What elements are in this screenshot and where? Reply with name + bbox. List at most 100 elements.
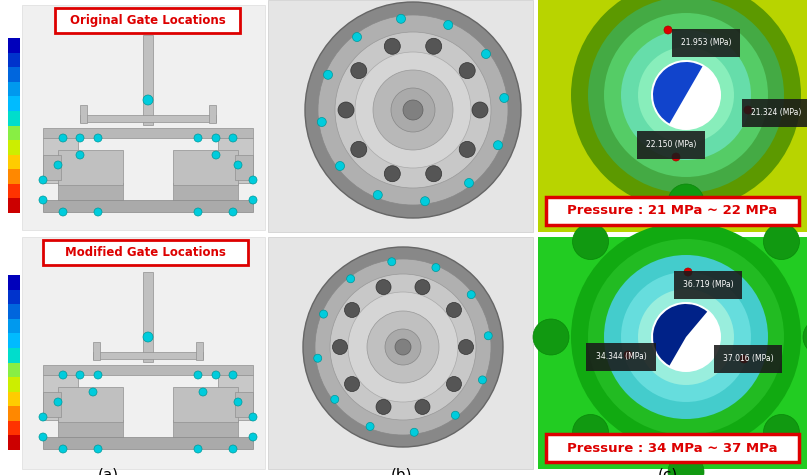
Bar: [58, 150, 123, 185]
Circle shape: [234, 161, 242, 169]
Circle shape: [376, 399, 391, 414]
Circle shape: [94, 208, 102, 216]
Bar: [43, 392, 61, 417]
Circle shape: [638, 289, 734, 385]
Bar: [93, 352, 203, 359]
Bar: [218, 375, 253, 420]
Circle shape: [305, 2, 521, 218]
Circle shape: [571, 222, 801, 452]
Circle shape: [426, 166, 441, 182]
Circle shape: [459, 142, 475, 157]
Circle shape: [374, 190, 383, 200]
Bar: [538, 237, 807, 469]
Text: Modified Gate Locations: Modified Gate Locations: [65, 246, 226, 259]
Circle shape: [229, 208, 237, 216]
Circle shape: [444, 20, 453, 29]
Circle shape: [451, 411, 459, 419]
Bar: [22, 237, 265, 469]
Bar: [143, 272, 153, 362]
Text: (a): (a): [98, 467, 119, 475]
Circle shape: [672, 153, 680, 161]
Bar: [80, 115, 216, 122]
Circle shape: [651, 302, 721, 372]
Bar: [8, 348, 20, 362]
Text: 21.324 (MPa): 21.324 (MPa): [751, 108, 801, 117]
Circle shape: [89, 388, 97, 396]
Circle shape: [403, 100, 423, 120]
Circle shape: [684, 268, 692, 276]
Circle shape: [303, 247, 503, 447]
Circle shape: [59, 445, 67, 453]
Bar: [43, 138, 78, 183]
Text: Original Gate Locations: Original Gate Locations: [69, 14, 225, 27]
Bar: [8, 67, 20, 82]
Bar: [22, 5, 265, 230]
Text: Pressure : 21 MPa ~ 22 MPa: Pressure : 21 MPa ~ 22 MPa: [567, 205, 778, 218]
Circle shape: [320, 310, 328, 318]
Circle shape: [395, 339, 411, 355]
Circle shape: [39, 413, 47, 421]
Circle shape: [351, 142, 367, 157]
Circle shape: [459, 63, 475, 79]
Circle shape: [410, 428, 418, 436]
Bar: [546, 434, 799, 462]
Circle shape: [604, 13, 768, 177]
Circle shape: [373, 70, 453, 150]
Bar: [8, 155, 20, 169]
Circle shape: [638, 47, 734, 143]
Bar: [8, 392, 20, 406]
Circle shape: [249, 413, 257, 421]
Circle shape: [588, 239, 784, 435]
Circle shape: [330, 274, 476, 420]
Text: 34.344 (MPa): 34.344 (MPa): [596, 352, 646, 361]
Circle shape: [317, 117, 326, 126]
Circle shape: [572, 415, 608, 450]
Circle shape: [331, 395, 339, 403]
Circle shape: [143, 95, 153, 105]
Circle shape: [388, 258, 395, 266]
Circle shape: [500, 94, 508, 103]
Circle shape: [76, 151, 84, 159]
Circle shape: [76, 371, 84, 379]
Bar: [8, 436, 20, 450]
Text: (c): (c): [658, 467, 678, 475]
Text: 21.953 (MPa): 21.953 (MPa): [681, 38, 731, 48]
Bar: [173, 420, 238, 438]
Circle shape: [533, 319, 569, 355]
Circle shape: [338, 102, 354, 118]
Circle shape: [624, 351, 632, 359]
Circle shape: [348, 292, 458, 402]
Bar: [8, 140, 20, 155]
Circle shape: [572, 224, 608, 259]
Bar: [235, 155, 253, 180]
Text: 37.016 (MPa): 37.016 (MPa): [723, 354, 773, 363]
Bar: [43, 375, 78, 420]
Bar: [8, 199, 20, 213]
Wedge shape: [653, 304, 707, 366]
Circle shape: [229, 445, 237, 453]
Circle shape: [384, 166, 400, 182]
Bar: [93, 342, 100, 360]
Circle shape: [571, 0, 801, 210]
Bar: [0, 0, 265, 232]
Circle shape: [59, 208, 67, 216]
Bar: [173, 150, 238, 185]
Bar: [80, 105, 87, 123]
Circle shape: [385, 329, 421, 365]
Circle shape: [143, 332, 153, 342]
Circle shape: [347, 275, 354, 283]
Circle shape: [54, 398, 62, 406]
Bar: [43, 437, 253, 449]
Bar: [173, 183, 238, 201]
Circle shape: [59, 134, 67, 142]
Bar: [8, 406, 20, 421]
Circle shape: [212, 371, 220, 379]
Text: (b): (b): [391, 467, 412, 475]
Circle shape: [39, 196, 47, 204]
Circle shape: [465, 179, 474, 188]
Circle shape: [472, 102, 488, 118]
Text: 22.150 (MPa): 22.150 (MPa): [646, 141, 696, 150]
Bar: [43, 155, 61, 180]
Circle shape: [482, 49, 491, 58]
Text: 36.719 (MPa): 36.719 (MPa): [683, 281, 734, 289]
